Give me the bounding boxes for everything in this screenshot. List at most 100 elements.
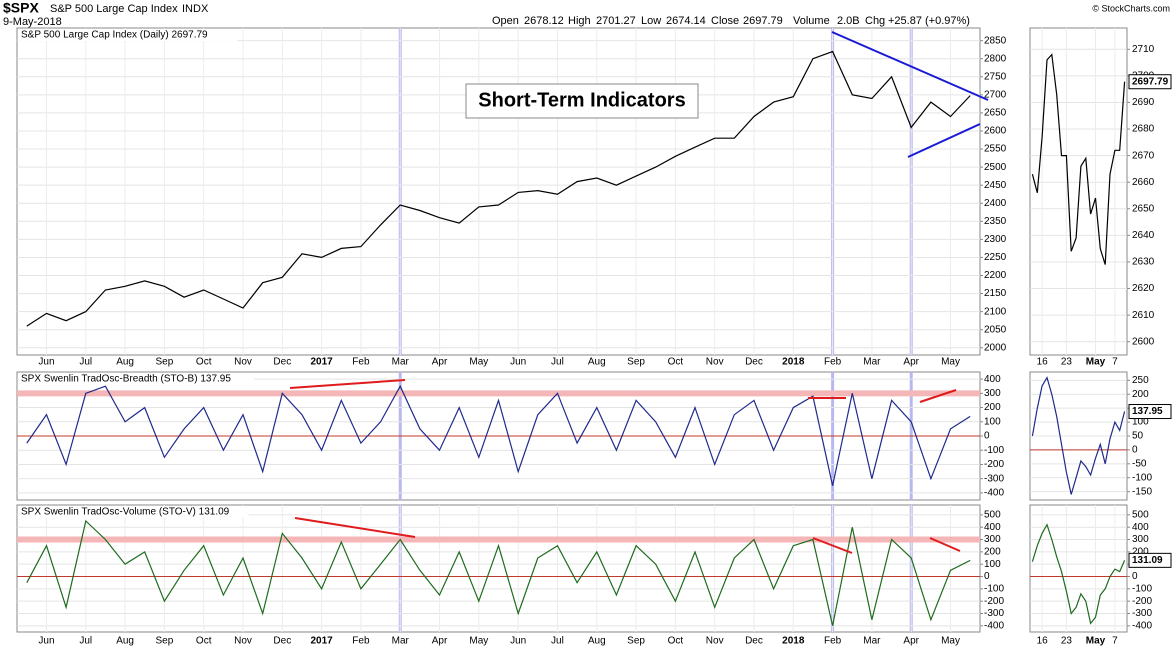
x-tick-label: Jun xyxy=(38,636,54,647)
y-tick-label: 0 xyxy=(1132,445,1138,456)
y-tick-label: -400 xyxy=(984,620,1004,631)
y-tick-label: 2400 xyxy=(984,198,1007,209)
y-tick-label: 2650 xyxy=(1132,203,1155,214)
series-line xyxy=(26,519,971,626)
x-tick-label: May xyxy=(941,636,960,647)
y-tick-label: -100 xyxy=(984,583,1004,594)
x-tick-label: Jul xyxy=(79,636,92,647)
high: 2701.27 xyxy=(596,15,636,27)
x-tick-label: Nov xyxy=(234,357,252,368)
x-tick-label: May xyxy=(941,357,960,368)
x-tick-label: Jul xyxy=(551,357,564,368)
y-tick-label: 2600 xyxy=(1132,336,1155,347)
panel-title: SPX Swenlin TradOsc-Volume (STO-V) 131.0… xyxy=(21,507,230,518)
x-tick-label: Apr xyxy=(903,357,919,368)
x-tick-label: Dec xyxy=(273,636,291,647)
y-tick-label: 400 xyxy=(984,374,1001,385)
y-tick-label: 300 xyxy=(984,534,1001,545)
annotation: Short-Term Indicators xyxy=(478,89,685,111)
y-tick-label: -400 xyxy=(984,488,1004,499)
y-tick-label: 300 xyxy=(1132,534,1149,545)
x-tick-label: Aug xyxy=(116,636,134,647)
x-tick-label: Feb xyxy=(824,357,842,368)
y-tick-label: 100 xyxy=(1132,417,1149,428)
x-tick-label: Dec xyxy=(745,636,763,647)
x-tick-label: Jul xyxy=(551,636,564,647)
x-tick-label: 2018 xyxy=(782,636,805,647)
y-tick-label: -200 xyxy=(984,596,1004,607)
y-tick-label: 200 xyxy=(1132,389,1149,400)
x-tick-label: Dec xyxy=(745,357,763,368)
series-line xyxy=(1031,523,1126,625)
panel-title: S&P 500 Large Cap Index (Daily) 2697.79 xyxy=(21,30,208,41)
x-tick-label: Mar xyxy=(863,636,881,647)
x-tick-label: Sep xyxy=(627,357,645,368)
y-tick-label: -100 xyxy=(984,445,1004,456)
y-tick-label: 2300 xyxy=(984,234,1007,245)
x-tick-label: Feb xyxy=(824,636,842,647)
y-tick-label: 2350 xyxy=(984,216,1007,227)
x-tick-label: 23 xyxy=(1061,636,1073,647)
date: 9-May-2018 xyxy=(3,16,62,28)
y-tick-label: 2640 xyxy=(1132,230,1155,241)
open-label: Open xyxy=(492,15,519,27)
chg-label: Chg xyxy=(865,15,885,27)
index-name: S&P 500 Large Cap Index xyxy=(50,3,178,15)
x-tick-label: 23 xyxy=(1061,357,1073,368)
panel-title: SPX Swenlin TradOsc-Breadth (STO-B) 137.… xyxy=(21,374,231,385)
chg: +25.87 (+0.97%) xyxy=(888,15,970,27)
y-tick-label: 2690 xyxy=(1132,97,1155,108)
volume: 2.0B xyxy=(837,15,860,27)
y-tick-label: -100 xyxy=(1132,583,1152,594)
y-tick-label: 2610 xyxy=(1132,310,1155,321)
trendline xyxy=(919,389,957,403)
x-tick-label: Nov xyxy=(706,357,724,368)
y-tick-label: -50 xyxy=(1132,458,1147,469)
y-tick-label: 2000 xyxy=(984,342,1007,353)
y-tick-label: -200 xyxy=(1132,596,1152,607)
y-tick-label: 400 xyxy=(1132,522,1149,533)
y-tick-label: 250 xyxy=(1132,375,1149,386)
plot-area xyxy=(1029,27,1128,356)
x-tick-label: 16 xyxy=(1037,636,1049,647)
x-tick-label: 2017 xyxy=(310,357,333,368)
series-line xyxy=(1031,376,1126,495)
y-tick-label: 2600 xyxy=(984,126,1007,137)
high-label: High xyxy=(568,15,591,27)
close: 2697.79 xyxy=(743,15,783,27)
x-tick-label: Apr xyxy=(903,636,919,647)
y-tick-label: 2700 xyxy=(984,89,1007,100)
last-value-label: 137.95 xyxy=(1132,406,1163,417)
y-tick-label: 0 xyxy=(984,431,990,442)
y-tick-label: 2250 xyxy=(984,252,1007,263)
y-tick-label: 2670 xyxy=(1132,150,1155,161)
y-tick-label: 2150 xyxy=(984,288,1007,299)
x-tick-label: 7 xyxy=(1112,357,1118,368)
close-label: Close xyxy=(711,15,739,27)
last-value-label: 131.09 xyxy=(1132,555,1163,566)
y-tick-label: 2050 xyxy=(984,324,1007,335)
x-tick-label: Feb xyxy=(352,636,370,647)
volume-label: Volume xyxy=(793,15,830,27)
x-tick-label: Oct xyxy=(668,636,684,647)
panel-title-bg xyxy=(19,373,255,385)
y-tick-label: 100 xyxy=(984,416,1001,427)
x-tick-label: Nov xyxy=(234,636,252,647)
y-tick-label: 50 xyxy=(1132,431,1144,442)
x-tick-label: 16 xyxy=(1037,357,1049,368)
y-tick-label: 2710 xyxy=(1132,44,1155,55)
y-tick-label: -300 xyxy=(984,473,1004,484)
y-tick-label: 0 xyxy=(1132,571,1138,582)
series-line xyxy=(1031,53,1126,265)
x-tick-label: Sep xyxy=(155,636,173,647)
y-tick-label: 2630 xyxy=(1132,257,1155,268)
x-tick-label: May xyxy=(469,636,488,647)
panel-title-bg xyxy=(19,506,249,518)
x-tick-label: May xyxy=(1086,357,1106,368)
credit: © StockCharts.com xyxy=(1092,3,1170,13)
y-tick-label: 2750 xyxy=(984,71,1007,82)
y-tick-label: 300 xyxy=(984,388,1001,399)
y-tick-label: 100 xyxy=(984,559,1001,570)
trendline xyxy=(812,537,853,554)
y-tick-label: -150 xyxy=(1132,486,1152,497)
